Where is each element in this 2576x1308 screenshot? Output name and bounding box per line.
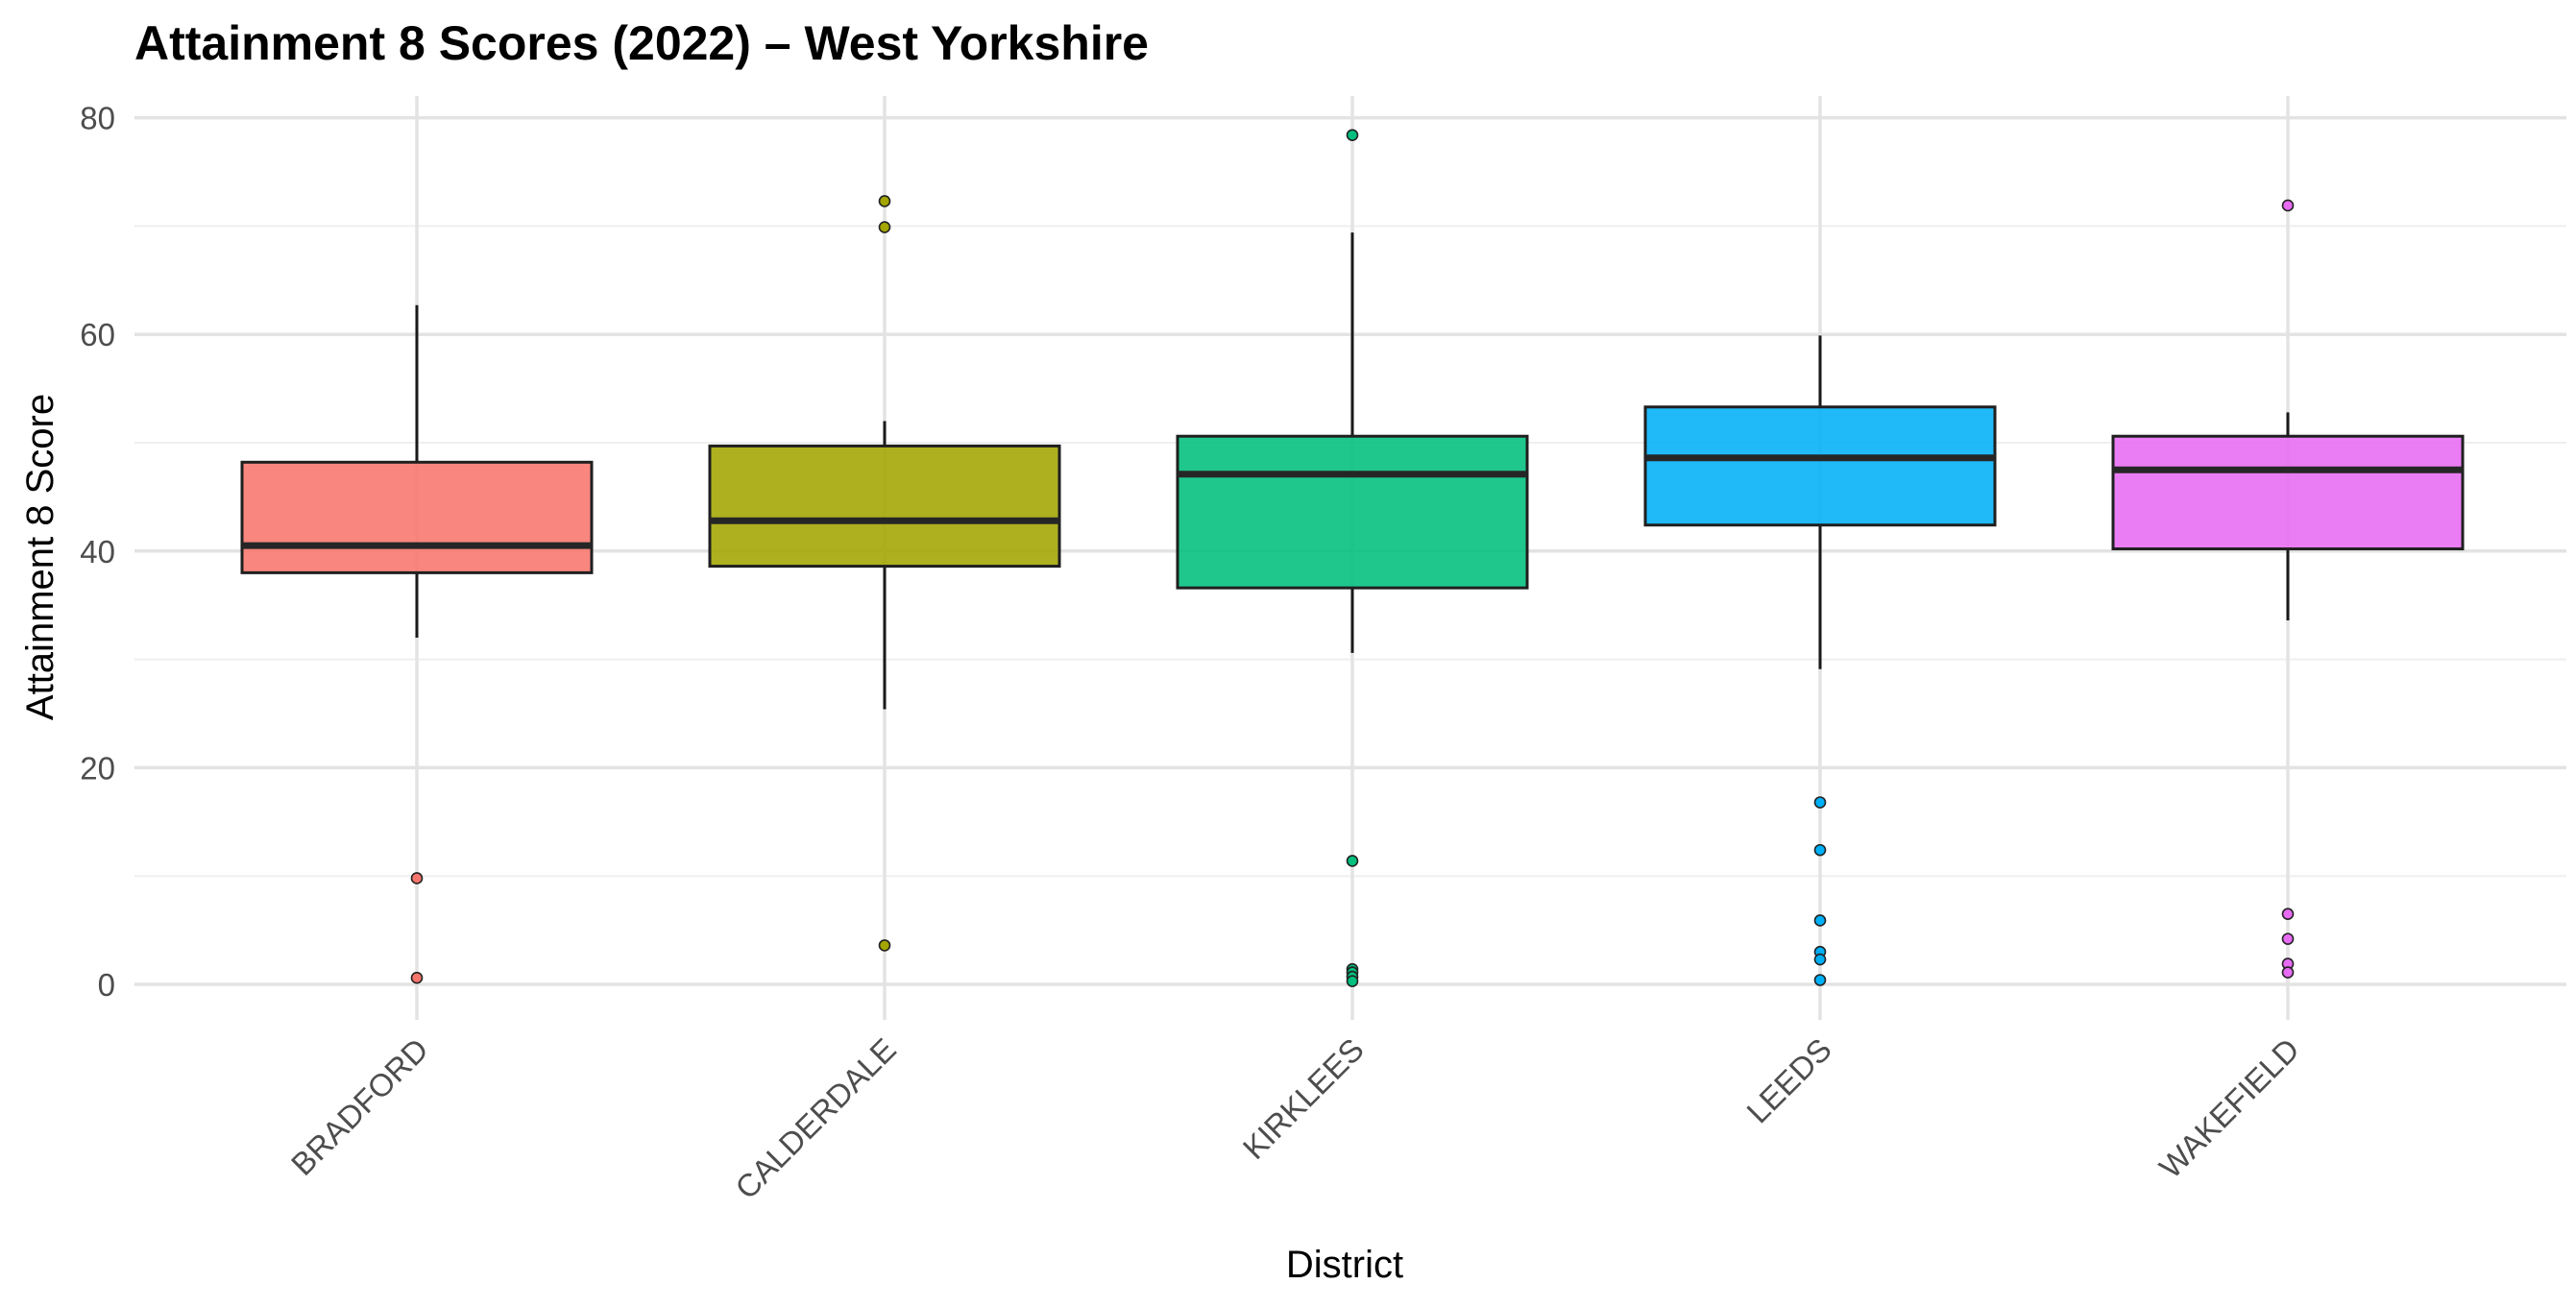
outlier-point <box>1346 975 1359 987</box>
outlier-point <box>410 971 424 984</box>
outlier-point <box>1813 796 1827 809</box>
outlier-point <box>1813 914 1827 927</box>
y-tick-label: 80 <box>80 101 115 136</box>
box-group-leeds <box>1643 335 1997 986</box>
x-tick-label: BRADFORD <box>284 1031 435 1182</box>
outlier-point <box>1813 953 1827 966</box>
box <box>2111 434 2465 551</box>
outlier-point <box>2281 966 2295 979</box>
box <box>1176 434 1529 590</box>
outlier-point <box>878 939 891 952</box>
box-group-kirklees <box>1176 129 1529 987</box>
x-axis-title: District <box>1286 1244 1403 1286</box>
chart-title: Attainment 8 Scores (2022) – West Yorksh… <box>134 16 1149 70</box>
box <box>1643 405 1997 527</box>
outlier-point <box>1346 855 1359 867</box>
outlier-point <box>1813 843 1827 857</box>
x-tick-label: LEEDS <box>1739 1031 1838 1130</box>
y-tick-label: 60 <box>80 317 115 352</box>
outlier-point <box>2281 933 2295 945</box>
outlier-point <box>410 872 424 884</box>
outlier-point <box>878 195 891 207</box>
x-tick-label: KIRKLEES <box>1236 1031 1371 1166</box>
box-group-bradford <box>240 304 594 984</box>
outlier-point <box>1813 974 1827 986</box>
box-group-calderdale <box>708 195 1061 952</box>
plot-area <box>240 129 2465 987</box>
box <box>708 444 1061 569</box>
box-group-wakefield <box>2111 199 2465 979</box>
outlier-point <box>1346 129 1359 141</box>
x-tick-label: WAKEFIELD <box>2152 1031 2306 1185</box>
y-tick-label: 20 <box>80 750 115 786</box>
y-axis-title: Attainment 8 Score <box>19 394 61 720</box>
outlier-point <box>2281 908 2295 920</box>
x-tick-label: CALDERDALE <box>728 1031 903 1206</box>
y-tick-label: 40 <box>80 534 115 569</box>
y-tick-label: 0 <box>98 967 115 1003</box>
outlier-point <box>878 221 891 233</box>
axis-ticks: 0 20 40 60 80 BRADFORD CALDERDALE KIRKLEES LEEDS… <box>80 101 2306 1206</box>
box <box>240 460 594 574</box>
outlier-point <box>2281 199 2295 212</box>
